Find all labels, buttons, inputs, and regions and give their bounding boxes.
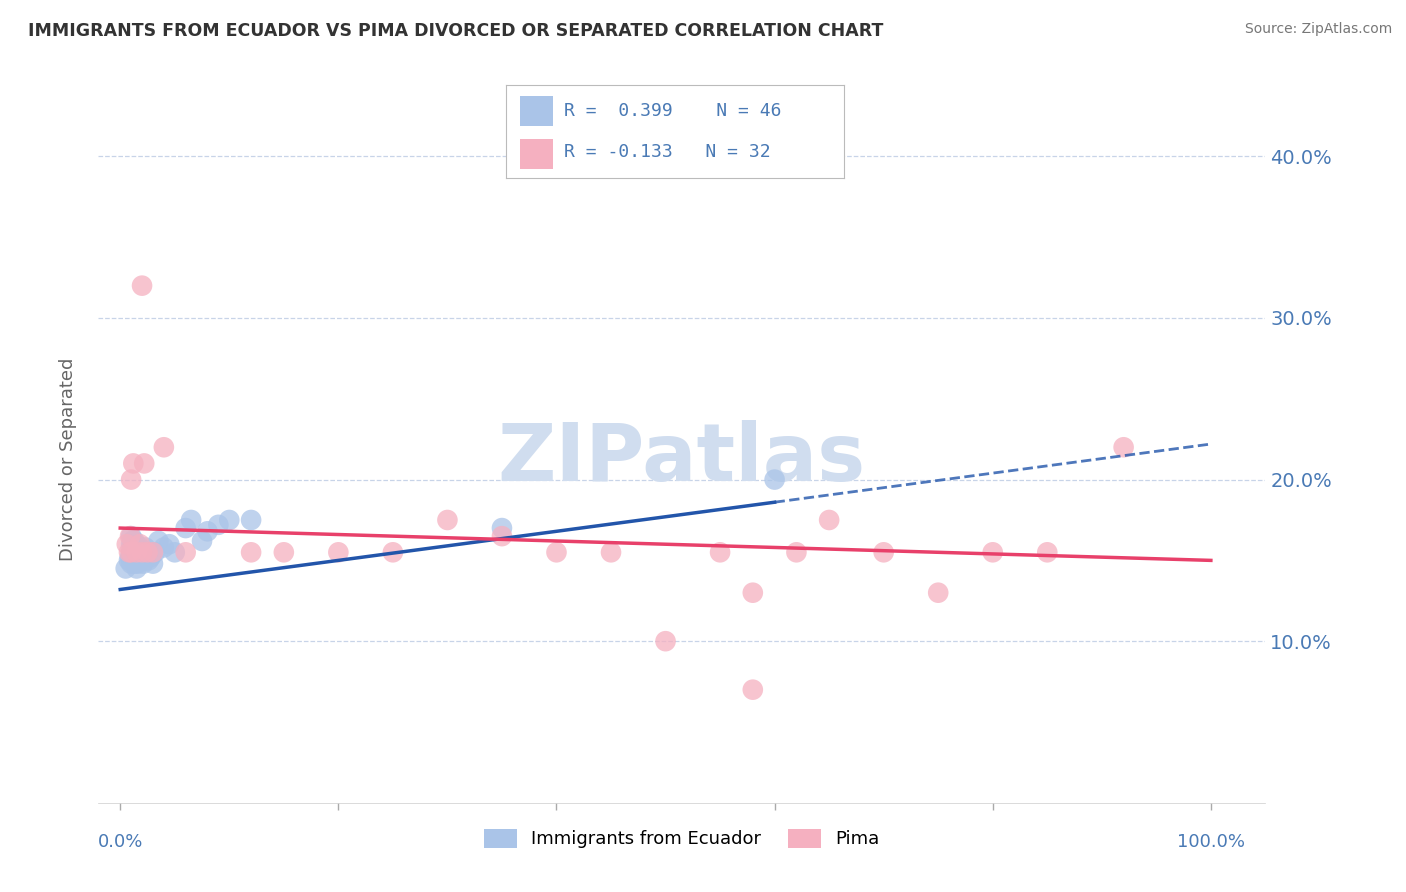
Point [125, 545, 148, 559]
Point [120, 545, 142, 559]
Point [163, 545, 186, 559]
Point [120, 557, 142, 571]
Point [654, 634, 676, 648]
Point [927, 585, 949, 599]
Point [124, 533, 146, 548]
Point [134, 541, 156, 555]
Text: IMMIGRANTS FROM ECUADOR VS PIMA DIVORCED OR SEPARATED CORRELATION CHART: IMMIGRANTS FROM ECUADOR VS PIMA DIVORCED… [28, 22, 883, 40]
Point [180, 513, 202, 527]
Point [148, 533, 170, 548]
Point [741, 585, 763, 599]
Point [124, 537, 146, 551]
Point [273, 545, 295, 559]
Point [191, 533, 214, 548]
Text: Source: ZipAtlas.com: Source: ZipAtlas.com [1244, 22, 1392, 37]
Point [124, 557, 146, 571]
Point [157, 537, 180, 551]
Legend: Immigrants from Ecuador, Pima: Immigrants from Ecuador, Pima [477, 822, 887, 855]
Point [118, 529, 141, 543]
Point [134, 457, 156, 471]
Point [142, 557, 165, 571]
Point [127, 557, 149, 571]
Point [381, 545, 404, 559]
Point [328, 545, 350, 559]
Point [818, 513, 841, 527]
Text: 0.0%: 0.0% [97, 833, 143, 851]
Point [128, 553, 150, 567]
Point [981, 545, 1004, 559]
Point [174, 545, 197, 559]
Point [118, 550, 141, 565]
Point [491, 529, 513, 543]
Point [142, 545, 165, 559]
Point [128, 541, 150, 555]
Point [197, 524, 219, 539]
Point [122, 545, 145, 559]
Point [120, 473, 142, 487]
Point [174, 521, 197, 535]
Point [1036, 545, 1059, 559]
Point [546, 545, 568, 559]
Point [153, 541, 176, 555]
Point [218, 513, 240, 527]
Point [120, 529, 142, 543]
Y-axis label: Divorced or Separated: Divorced or Separated [59, 358, 77, 561]
Point [134, 545, 156, 559]
Point [127, 550, 149, 565]
Point [131, 545, 153, 559]
Point [128, 537, 150, 551]
Point [785, 545, 807, 559]
Point [120, 545, 142, 559]
Point [131, 550, 153, 565]
Text: R = -0.133   N = 32: R = -0.133 N = 32 [564, 144, 770, 161]
Point [131, 278, 153, 293]
Point [118, 545, 141, 559]
Point [1112, 440, 1135, 454]
Point [136, 545, 159, 559]
Point [124, 541, 146, 555]
Point [153, 440, 176, 454]
Point [121, 541, 143, 555]
Bar [520, 96, 554, 126]
Point [709, 545, 731, 559]
Point [600, 545, 623, 559]
Point [139, 550, 162, 565]
Point [124, 545, 146, 559]
Point [125, 561, 148, 575]
Point [763, 473, 786, 487]
Point [136, 545, 159, 559]
Text: R =  0.399    N = 46: R = 0.399 N = 46 [564, 102, 780, 120]
Point [121, 533, 143, 548]
Point [125, 553, 148, 567]
Point [120, 537, 142, 551]
Point [138, 553, 160, 567]
Point [115, 537, 138, 551]
Point [436, 513, 458, 527]
Point [491, 521, 513, 535]
Point [143, 545, 166, 559]
Point [240, 513, 263, 527]
Point [873, 545, 896, 559]
Text: 100.0%: 100.0% [1177, 833, 1244, 851]
Point [114, 561, 136, 575]
Text: ZIPatlas: ZIPatlas [498, 420, 866, 499]
Point [125, 545, 148, 559]
Point [207, 517, 229, 532]
Point [122, 457, 145, 471]
Bar [520, 139, 554, 169]
Point [128, 545, 150, 559]
Point [240, 545, 263, 559]
Point [118, 553, 141, 567]
Point [132, 557, 155, 571]
Point [741, 682, 763, 697]
Point [122, 550, 145, 565]
